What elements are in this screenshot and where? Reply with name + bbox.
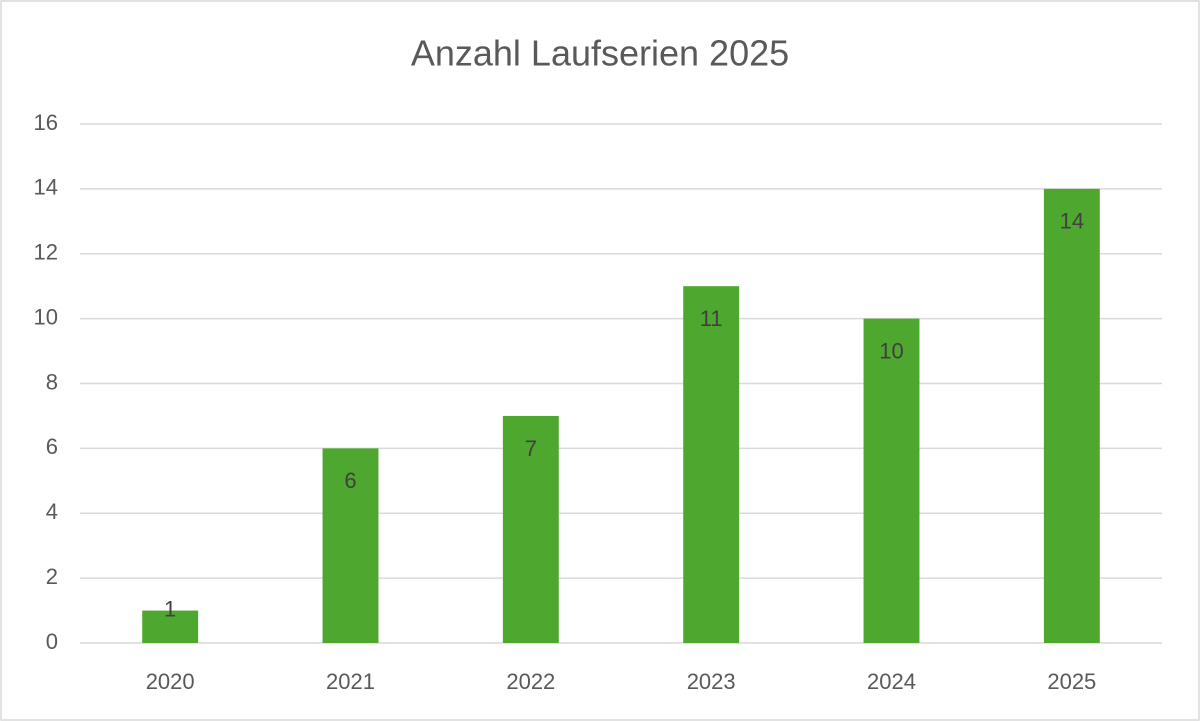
y-tick-label: 0 [46, 629, 58, 654]
bar [502, 415, 559, 643]
bar [322, 448, 379, 643]
y-tick-label: 2 [46, 564, 58, 589]
y-tick-label: 10 [34, 304, 58, 329]
chart-title: Anzahl Laufserien 2025 [411, 33, 789, 74]
x-tick-label: 2023 [687, 669, 736, 694]
x-tick-label: 2020 [146, 669, 195, 694]
data-label: 6 [344, 468, 356, 493]
data-label: 10 [879, 338, 903, 363]
y-tick-label: 4 [46, 499, 58, 524]
x-tick-label: 2021 [326, 669, 375, 694]
bar [683, 286, 740, 643]
data-label: 14 [1060, 209, 1084, 234]
x-tick-label: 2025 [1047, 669, 1096, 694]
y-tick-label: 6 [46, 434, 58, 459]
y-tick-label: 12 [34, 240, 58, 265]
y-tick-label: 14 [34, 175, 58, 200]
y-tick-label: 16 [34, 110, 58, 135]
y-tick-label: 8 [46, 369, 58, 394]
x-tick-label: 2022 [506, 669, 555, 694]
bar [1043, 188, 1100, 643]
data-label: 1 [164, 596, 176, 621]
bar [863, 318, 920, 643]
data-label: 11 [700, 306, 723, 331]
bar [142, 610, 199, 643]
x-tick-label: 2024 [867, 669, 916, 694]
data-label: 7 [525, 436, 537, 461]
